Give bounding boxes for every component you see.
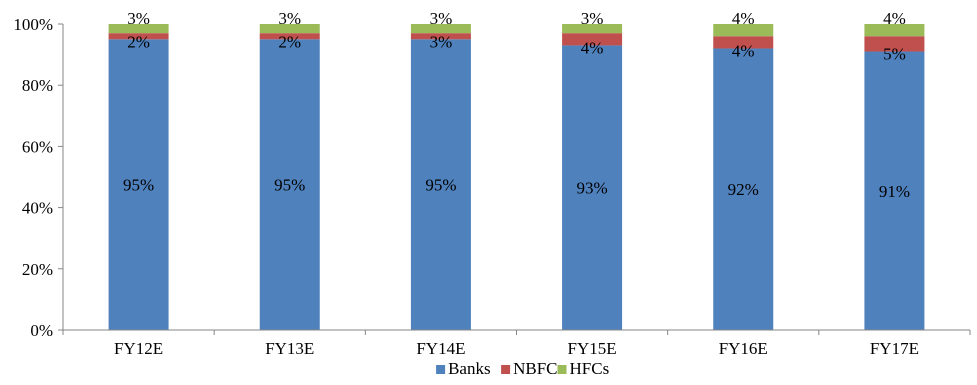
- y-tick-label: 40%: [22, 199, 53, 218]
- bar-hfcs-fy16e: [713, 24, 774, 37]
- data-label-banks-fy12e: 95%: [123, 176, 154, 195]
- y-tick-label: 20%: [22, 260, 53, 279]
- data-label-banks-fy16e: 92%: [728, 180, 759, 199]
- data-label-hfcs-fy17e: 4%: [883, 9, 906, 28]
- data-label-banks-fy17e: 91%: [879, 182, 910, 201]
- bar-hfcs-fy14e: [410, 24, 471, 34]
- legend-label-nbfc: NBFC: [513, 359, 557, 378]
- y-tick-label: 80%: [22, 76, 53, 95]
- data-label-nbfc-fy16e: 4%: [732, 41, 755, 60]
- legend-swatch-nbfc: [501, 365, 511, 374]
- bar-nbfc-fy17e: [864, 36, 925, 52]
- bar-banks-fy13e: [259, 39, 320, 331]
- bar-hfcs-fy17e: [864, 24, 925, 37]
- data-label-nbfc-fy13e: 2%: [278, 32, 301, 51]
- bar-nbfc-fy13e: [259, 33, 320, 40]
- x-tick-label: FY15E: [568, 339, 617, 358]
- data-label-hfcs-fy12e: 3%: [127, 9, 150, 28]
- y-axis: 0% 20% 40% 60% 80% 100%: [13, 15, 64, 340]
- legend-label-banks: Banks: [448, 359, 491, 378]
- data-label-nbfc-fy14e: 3%: [430, 32, 453, 51]
- bar-banks-fy12e: [108, 39, 169, 331]
- bar-banks-fy16e: [713, 48, 774, 330]
- x-tick-label: FY16E: [719, 339, 768, 358]
- legend-swatch-hfcs: [557, 365, 567, 374]
- y-tick-label: 60%: [22, 137, 53, 156]
- data-label-hfcs-fy15e: 3%: [581, 9, 604, 28]
- data-label-hfcs-fy14e: 3%: [430, 9, 453, 28]
- data-label-hfcs-fy13e: 3%: [278, 9, 301, 28]
- data-label-banks-fy15e: 93%: [576, 179, 607, 198]
- bar-banks-fy14e: [410, 39, 471, 331]
- data-label-hfcs-fy16e: 4%: [732, 9, 755, 28]
- data-label-banks-fy13e: 95%: [274, 176, 305, 195]
- data-label-banks-fy14e: 95%: [425, 176, 456, 195]
- legend-label-hfcs: HFCs: [570, 359, 610, 378]
- bar-banks-fy15e: [562, 45, 623, 331]
- y-tick-label: 100%: [13, 15, 53, 34]
- x-tick-label: FY13E: [265, 339, 314, 358]
- bar-hfcs-fy13e: [259, 24, 320, 34]
- x-axis: FY12E FY13E FY14E FY15E FY16E FY17E: [62, 329, 971, 358]
- bar-nbfc-fy14e: [410, 33, 471, 40]
- data-label-nbfc-fy15e: 4%: [581, 38, 604, 57]
- legend-swatch-banks: [436, 365, 446, 374]
- data-label-nbfc-fy12e: 2%: [127, 32, 150, 51]
- bar-hfcs-fy12e: [108, 24, 169, 34]
- bar-nbfc-fy12e: [108, 33, 169, 40]
- y-tick-label: 0%: [30, 321, 53, 340]
- x-tick-label: FY12E: [114, 339, 163, 358]
- bar-hfcs-fy15e: [562, 24, 623, 34]
- legend: Banks NBFC HFCs: [436, 359, 609, 378]
- data-label-nbfc-fy17e: 5%: [883, 45, 906, 64]
- x-tick-label: FY17E: [870, 339, 919, 358]
- bars: 95% 2% 3% 95% 2% 3% 95% 3% 3% 93% 4% 3% 92% 4% 4% 91% 5%…: [108, 9, 925, 331]
- bar-nbfc-fy15e: [562, 33, 623, 46]
- x-tick-label: FY14E: [416, 339, 465, 358]
- bar-banks-fy17e: [864, 51, 925, 330]
- bar-nbfc-fy16e: [713, 36, 774, 49]
